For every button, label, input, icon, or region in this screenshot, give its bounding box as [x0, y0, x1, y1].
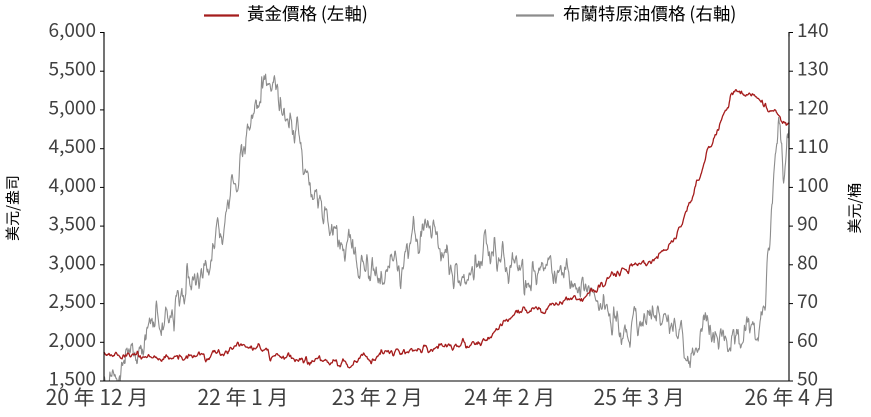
svg-text:3,500: 3,500: [49, 210, 96, 237]
svg-text:2,000: 2,000: [49, 326, 96, 353]
svg-text:3,000: 3,000: [49, 248, 96, 275]
svg-text:5,000: 5,000: [49, 93, 96, 120]
svg-text:130: 130: [797, 55, 829, 82]
svg-text:26 年 4 月: 26 年 4 月: [744, 382, 835, 412]
svg-text:23 年 2 月: 23 年 2 月: [332, 382, 423, 412]
svg-text:6,000: 6,000: [49, 16, 96, 43]
svg-text:黃金價格 (左軸): 黃金價格 (左軸): [247, 1, 368, 26]
svg-text:20 年 12 月: 20 年 12 月: [46, 382, 149, 412]
svg-text:24 年 2 月: 24 年 2 月: [464, 382, 555, 412]
svg-text:100: 100: [797, 171, 829, 198]
svg-text:22 年 1 月: 22 年 1 月: [197, 382, 288, 412]
svg-text:2,500: 2,500: [49, 287, 96, 314]
svg-text:80: 80: [797, 248, 818, 275]
svg-text:110: 110: [797, 132, 829, 159]
svg-text:4,000: 4,000: [49, 171, 96, 198]
svg-text:4,500: 4,500: [49, 132, 96, 159]
svg-text:美元/桶: 美元/桶: [844, 183, 865, 234]
svg-text:140: 140: [797, 16, 829, 43]
svg-text:60: 60: [797, 326, 818, 353]
svg-text:布蘭特原油價格 (右軸): 布蘭特原油價格 (右軸): [563, 1, 736, 26]
svg-text:5,500: 5,500: [49, 55, 96, 82]
svg-text:70: 70: [797, 287, 818, 314]
svg-text:25 年 3 月: 25 年 3 月: [594, 382, 685, 412]
svg-text:120: 120: [797, 93, 829, 120]
svg-text:90: 90: [797, 210, 818, 237]
svg-text:美元/盎司: 美元/盎司: [2, 175, 23, 241]
